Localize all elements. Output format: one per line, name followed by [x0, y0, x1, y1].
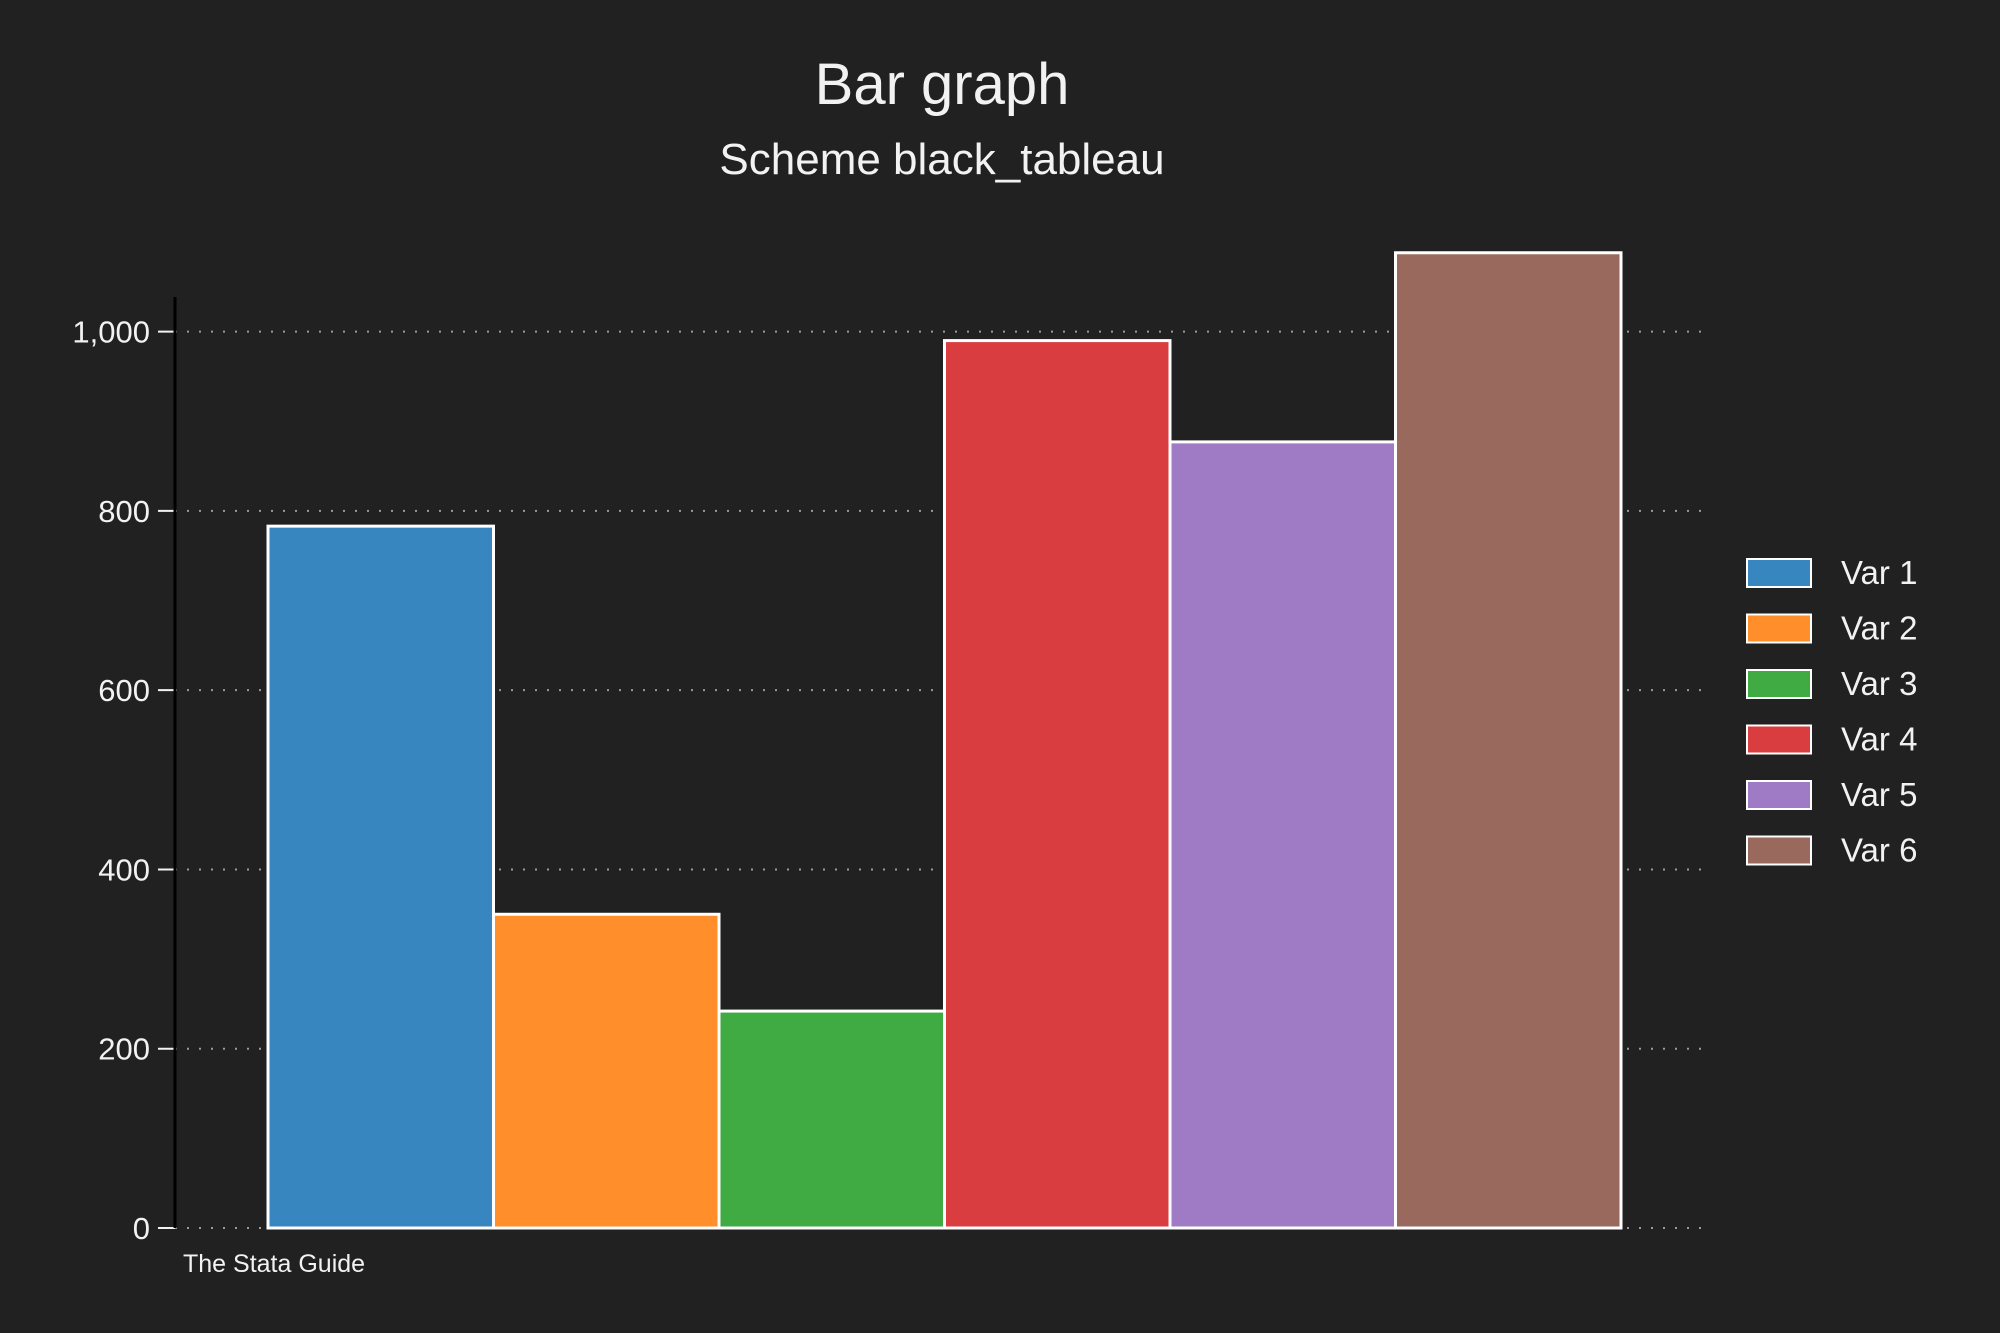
bar-2: [492, 912, 721, 1230]
legend-swatch-2: [1746, 613, 1812, 644]
bar-3: [717, 1009, 946, 1230]
bars: [266, 251, 1623, 1230]
legend-swatch-1: [1746, 558, 1812, 588]
y-tick-label: 800: [98, 494, 150, 529]
legend-label-5: Var 5: [1841, 776, 1917, 813]
bar-5: [1168, 440, 1397, 1230]
legend-label-4: Var 4: [1841, 721, 1917, 758]
y-tick-label: 0: [133, 1211, 150, 1246]
y-tick-label: 1,000: [72, 315, 150, 350]
chart-note: The Stata Guide: [183, 1250, 365, 1278]
bar-4: [943, 339, 1172, 1230]
legend: Var 1 Var 2 Var 3 Var 4 Var 5 Var 6: [1746, 554, 1917, 869]
legend-label-3: Var 3: [1841, 665, 1917, 702]
y-tick-label: 400: [98, 852, 150, 887]
bar-1: [266, 524, 495, 1230]
legend-label-2: Var 2: [1841, 610, 1917, 647]
chart-title: Bar graph: [815, 52, 1070, 117]
legend-swatch-5: [1746, 780, 1812, 810]
legend-swatch-3: [1746, 669, 1812, 699]
y-tick-label: 600: [98, 673, 150, 708]
y-tick-label: 200: [98, 1032, 150, 1067]
legend-swatch-4: [1746, 724, 1812, 755]
y-axis: 0 200 400 600 800 1,000: [72, 297, 177, 1246]
legend-label-6: Var 6: [1841, 832, 1917, 869]
legend-label-1: Var 1: [1841, 554, 1917, 591]
chart-subtitle: Scheme black_tableau: [719, 135, 1164, 184]
bar-6: [1394, 251, 1623, 1230]
legend-swatch-6: [1746, 835, 1812, 866]
